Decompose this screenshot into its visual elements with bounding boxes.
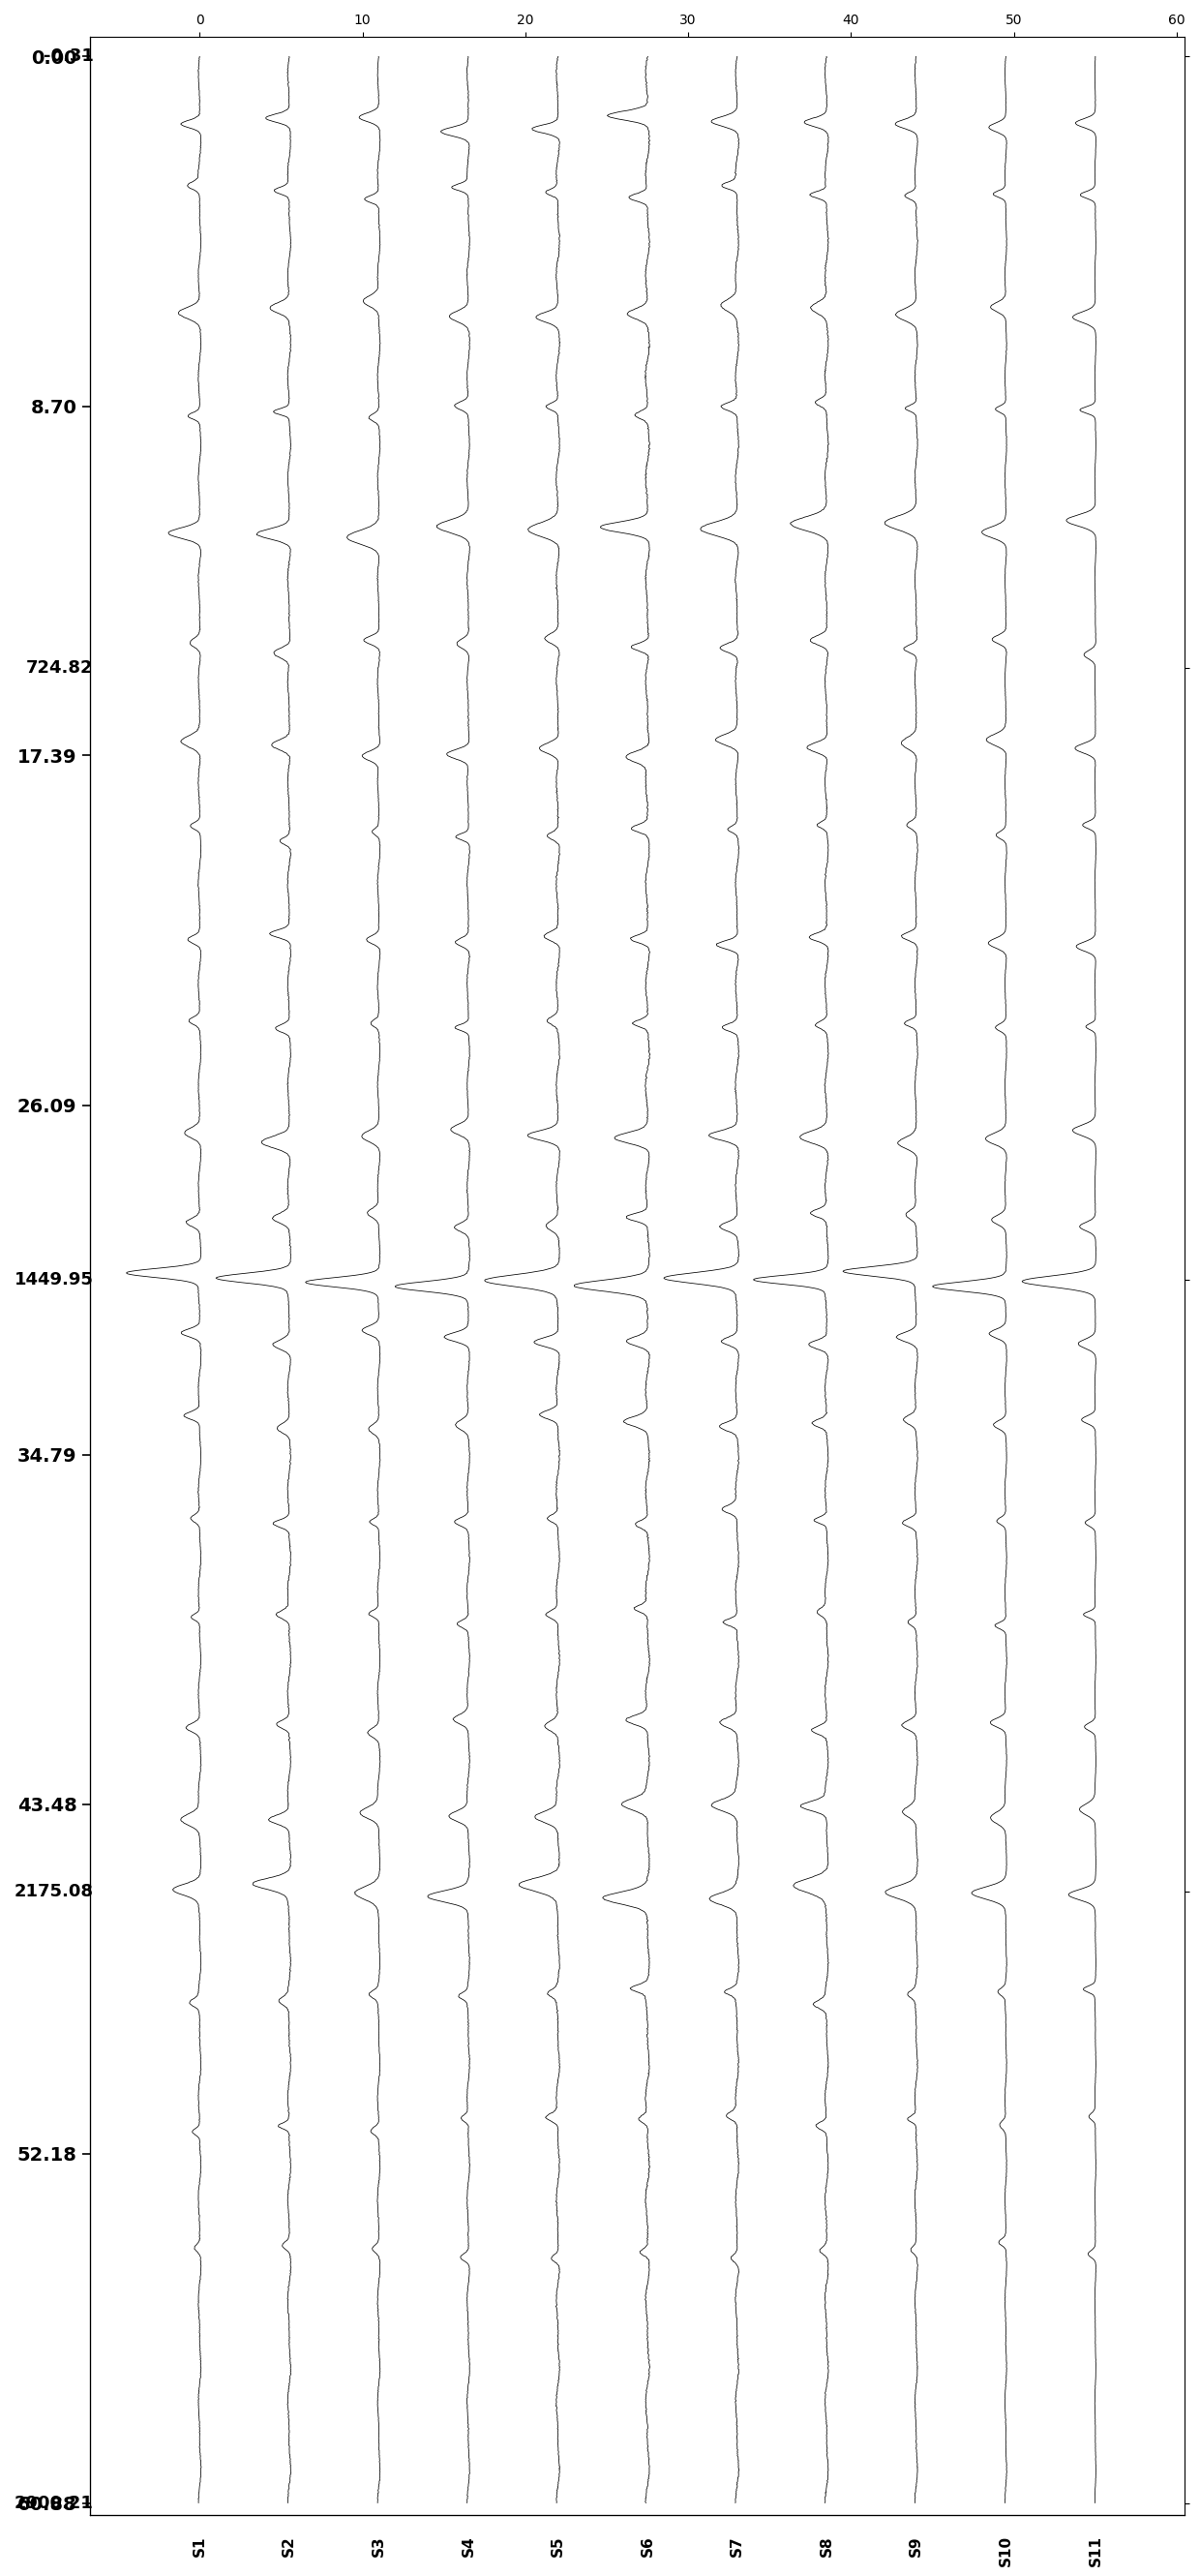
Text: S8: S8 — [820, 2535, 834, 2555]
Text: S3: S3 — [372, 2535, 386, 2555]
Text: S5: S5 — [551, 2535, 565, 2555]
Text: 2175.08: 2175.08 — [14, 1883, 94, 1901]
Text: S10: S10 — [998, 2535, 1013, 2566]
Text: 724.82: 724.82 — [26, 659, 94, 677]
Text: S9: S9 — [908, 2535, 924, 2555]
Text: S4: S4 — [461, 2535, 475, 2555]
Text: S11: S11 — [1088, 2535, 1103, 2566]
Text: S6: S6 — [641, 2535, 655, 2555]
Text: 1449.95: 1449.95 — [14, 1270, 94, 1288]
Text: S1: S1 — [192, 2535, 206, 2555]
Text: 2900.21: 2900.21 — [14, 2494, 94, 2512]
Text: S7: S7 — [730, 2535, 744, 2555]
Text: -0.31: -0.31 — [43, 46, 94, 64]
Text: S2: S2 — [282, 2535, 296, 2555]
